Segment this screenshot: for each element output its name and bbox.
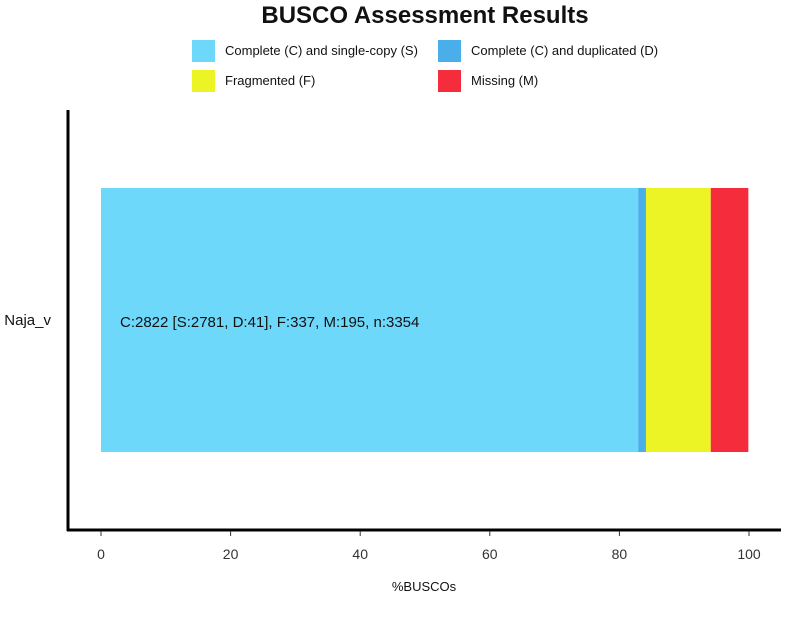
bar-segment-complete-c-and-single-copy-s	[101, 188, 639, 452]
x-tick-label: 20	[223, 546, 239, 562]
legend-swatch-missing-m	[438, 70, 461, 92]
x-tick-label: 40	[352, 546, 368, 562]
bar-segment-complete-c-and-duplicated-d	[638, 188, 646, 452]
legend-swatch-complete-c-and-single-copy-s	[192, 40, 215, 62]
x-tick-label: 0	[97, 546, 105, 562]
bar-segment-missing-m	[710, 188, 749, 452]
y-category-label: Naja_v	[4, 312, 51, 329]
legend-label: Complete (C) and single-copy (S)	[225, 43, 418, 58]
bar-segments	[101, 188, 749, 452]
x-tick-label: 80	[612, 546, 628, 562]
chart-title: BUSCO Assessment Results	[261, 2, 588, 29]
legend-swatch-complete-c-and-duplicated-d	[438, 40, 461, 62]
x-tick-label: 60	[482, 546, 498, 562]
legend-label: Complete (C) and duplicated (D)	[471, 43, 658, 58]
y-axis-labels: Naja_v	[4, 312, 51, 329]
legend-label: Fragmented (F)	[225, 73, 315, 88]
plot-area: 0 20 40 60 80 100 Naja_v C:2822 [S:2781, D:41…	[4, 110, 781, 562]
x-axis-ticks: 0 20 40 60 80 100	[97, 531, 761, 562]
legend-label: Missing (M)	[471, 73, 538, 88]
x-tick-label: 100	[737, 546, 761, 562]
bar-annotation: C:2822 [S:2781, D:41], F:337, M:195, n:3…	[120, 314, 419, 331]
bar-segment-fragmented-f	[645, 188, 711, 452]
legend: Complete (C) and single-copy (S) Complete…	[192, 40, 658, 92]
legend-swatch-fragmented-f	[192, 70, 215, 92]
x-axis-title: %BUSCOs	[392, 579, 457, 594]
